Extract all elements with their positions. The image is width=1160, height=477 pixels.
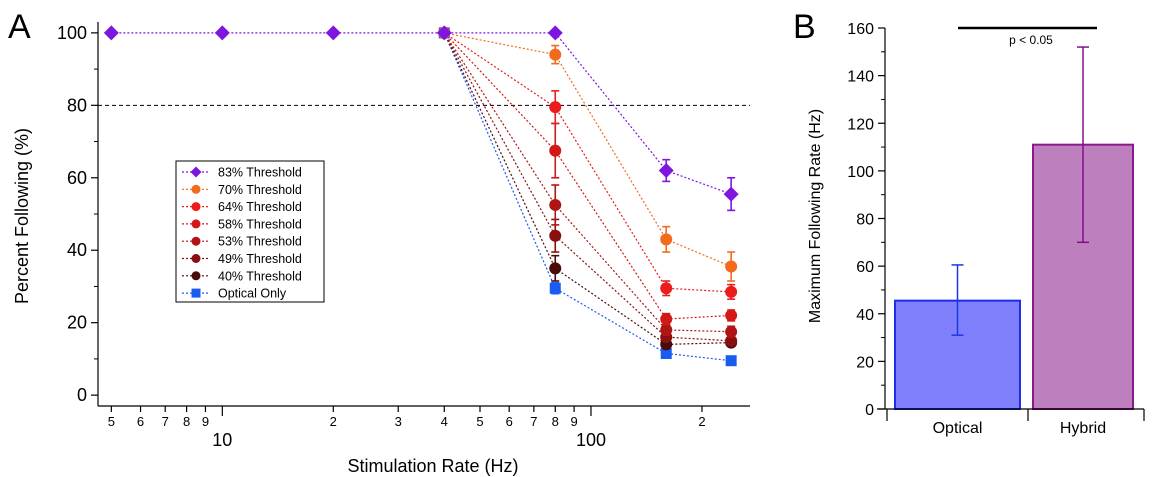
legend-label: 64% Threshold [218,200,302,214]
data-point [214,25,230,41]
legend-marker [191,288,201,298]
x-tick-label: 6 [506,414,513,429]
legend-marker [191,202,201,212]
x-tick-label: 100 [576,430,606,450]
y-tick-label-b: 100 [847,164,874,181]
x-tick-label: 2 [330,414,337,429]
legend-label: 49% Threshold [218,252,302,266]
y-tick-label: 40 [67,240,87,260]
data-point [549,48,562,61]
x-tick-label: 8 [183,414,190,429]
series-40-threshold [438,26,738,351]
data-point [660,282,673,295]
data-point [660,313,673,326]
x-axis-label: Stimulation Rate (Hz) [347,456,518,476]
data-point [549,101,562,114]
significance-label: p < 0.05 [1009,33,1053,47]
data-point [325,25,341,41]
series-line [443,32,732,342]
legend-box [175,160,325,303]
y-tick-label-b: 60 [856,259,874,276]
y-axis-label: Percent Following (%) [12,128,32,304]
y-tick-label-b: 140 [847,69,874,86]
x-tick-label: 2 [698,414,705,429]
data-point [723,186,739,202]
legend-marker [191,184,201,194]
data-point [725,309,738,322]
series-line [443,32,732,293]
legend-label: Optical Only [218,287,287,301]
x-tick-label: 4 [441,414,448,429]
y-tick-label-b: 0 [865,402,874,419]
y-tick-label: 60 [67,168,87,188]
x-tick-label: 7 [530,414,537,429]
data-point [549,229,562,242]
data-point [725,285,738,298]
series-line [443,32,732,333]
data-point [549,198,562,211]
legend-marker [191,236,201,246]
data-point [725,355,737,367]
series-70-threshold [438,26,738,282]
series-line [444,32,732,268]
data-point [549,282,561,294]
legend-label: 40% Threshold [218,269,302,283]
y-tick-label-b: 160 [847,21,874,38]
legend-marker [191,254,201,263]
y-tick-label: 100 [57,23,87,43]
x-tick-label: 7 [162,414,169,429]
legend-label: 53% Threshold [218,235,302,249]
category-label: Optical [933,420,983,437]
data-point [549,144,562,157]
y-tick-label: 0 [77,385,87,405]
x-tick-label: 8 [552,414,559,429]
data-point [660,233,673,246]
data-point [660,323,673,336]
legend-label: 70% Threshold [218,183,302,197]
y-axis-label-b: Maximum Following Rate (Hz) [807,109,824,323]
x-tick-label: 9 [202,414,209,429]
series-line [443,32,732,320]
data-point [547,25,563,41]
panel-b-letter: B [793,8,816,46]
legend-marker [191,219,201,229]
x-tick-label: 3 [395,414,402,429]
data-point [658,163,674,179]
panel-b-chart: 0 20 40 60 80 100 120 140 160 Optical Hybrid p < 0… [807,21,1145,437]
y-tick-label-b: 120 [847,116,874,133]
data-point [436,25,452,41]
x-tick-label: 5 [108,414,115,429]
series-line [443,32,732,362]
series-64-threshold [438,26,738,300]
y-tick-label: 20 [67,313,87,333]
y-tick-label-b: 80 [856,212,874,229]
y-tick-label-b: 40 [856,307,874,324]
series-58-threshold [438,26,738,326]
data-point [725,325,738,338]
x-tick-label: 6 [137,414,144,429]
series-83-threshold [103,25,739,212]
x-tick-label: 5 [476,414,483,429]
legend: 83% Threshold 70% Threshold 64% Threshold 5… [175,160,325,303]
data-point [549,262,562,275]
series-optical-only [438,27,737,367]
x-tick-label: 10 [212,430,232,450]
y-tick-label: 80 [67,95,87,115]
series-line [443,32,732,346]
data-point [660,347,672,359]
legend-marker [191,271,201,281]
legend-marker [190,166,202,178]
y-tick-label-b: 20 [856,354,874,371]
legend-label: 83% Threshold [218,166,302,180]
data-point [725,260,738,273]
data-point [103,25,119,41]
panel-a-letter: A [8,8,31,46]
legend-label: 58% Threshold [218,217,302,231]
category-label: Hybrid [1060,420,1106,437]
x-tick-label: 9 [570,414,577,429]
